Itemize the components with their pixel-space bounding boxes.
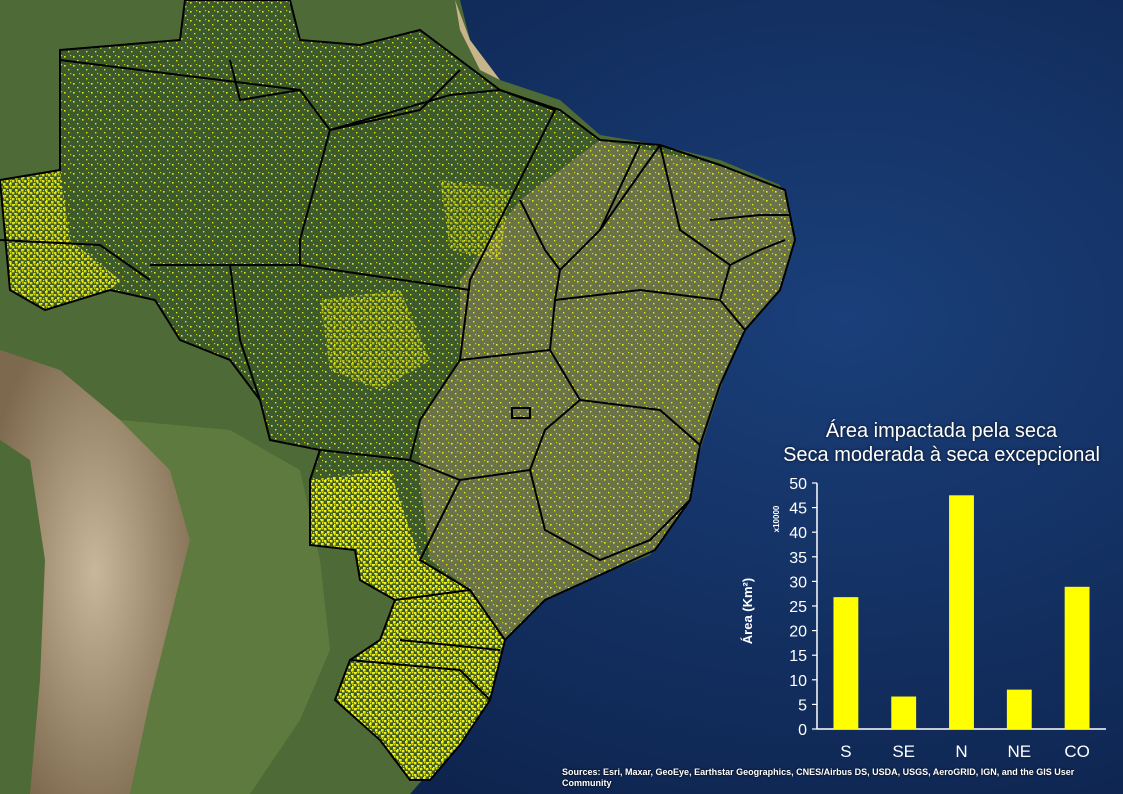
drought-dense-center: [320, 290, 430, 390]
y-axis-label: Área (Km²): [740, 578, 755, 644]
x-tick-label: S: [840, 742, 851, 761]
bar-co: [1064, 586, 1090, 729]
map-attribution: Sources: Esri, Maxar, GeoEye, Earthstar …: [562, 767, 1075, 788]
bar-ne: [1006, 689, 1032, 729]
x-tick-label: NE: [1007, 742, 1031, 761]
x-tick-label: CO: [1064, 742, 1090, 761]
y-tick-label: 40: [789, 525, 807, 542]
drought-dense-acre: [0, 170, 120, 310]
y-tick-label: 30: [789, 574, 807, 591]
y-tick-label: 20: [789, 624, 807, 641]
drought-overlay-sparse: [0, 0, 795, 780]
state-boundaries: [0, 0, 797, 781]
chaco-region: [120, 420, 330, 794]
y-tick-label: 0: [798, 722, 807, 739]
y-tick-label: 15: [789, 648, 807, 665]
y-tick-label: 5: [798, 697, 807, 714]
y-tick-label: 25: [789, 599, 807, 616]
y-tick-label: 10: [789, 673, 807, 690]
chart-title: Área impactada pela seca: [825, 420, 1058, 442]
drought-dense-para: [440, 180, 510, 260]
drought-bar-chart: 0 5 10 15 20 25 30 35 40 45 50 x10000 Área (Km²) S SE N…: [740, 476, 1106, 761]
drought-dense-south: [310, 470, 505, 780]
y-multiplier-label: x10000: [772, 505, 781, 532]
x-tick-label: SE: [892, 742, 915, 761]
bar-s: [833, 597, 859, 729]
y-tick-label: 45: [789, 501, 807, 518]
guiana-coast: [455, 0, 500, 80]
bar-se: [891, 696, 917, 729]
y-tick-label: 35: [789, 550, 807, 567]
bar-n: [949, 495, 974, 729]
andes-region: [0, 350, 190, 794]
x-tick-label: N: [955, 742, 967, 761]
chart-subtitle: Seca moderada à seca excepcional: [783, 444, 1100, 466]
y-tick-label: 50: [789, 476, 807, 493]
